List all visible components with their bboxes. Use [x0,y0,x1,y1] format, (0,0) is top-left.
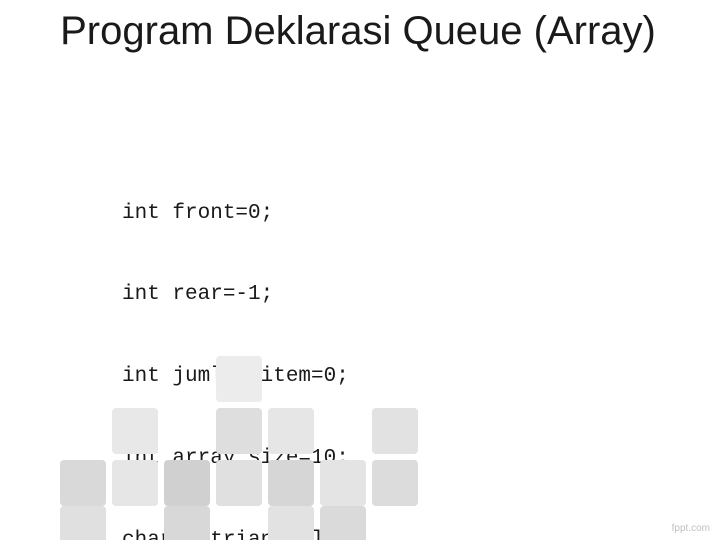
slide-title: Program Deklarasi Queue (Array) [58,8,658,54]
code-line: int array_size=10; [122,445,349,472]
code-line: int jumlah_item=0; [122,363,349,390]
code-block: int front=0; int rear=-1; int jumlah_ite… [122,145,349,540]
slide: Program Deklarasi Queue (Array) int fron… [0,0,720,540]
deco-square [372,460,418,506]
watermark: fppt.com [672,523,710,534]
code-line: int rear=-1; [122,281,349,308]
code-line: char antrian[10]; [122,527,349,540]
deco-square [372,408,418,454]
code-line: int front=0; [122,200,349,227]
deco-square [60,506,106,540]
deco-square [60,460,106,506]
decorative-squares [0,340,720,540]
